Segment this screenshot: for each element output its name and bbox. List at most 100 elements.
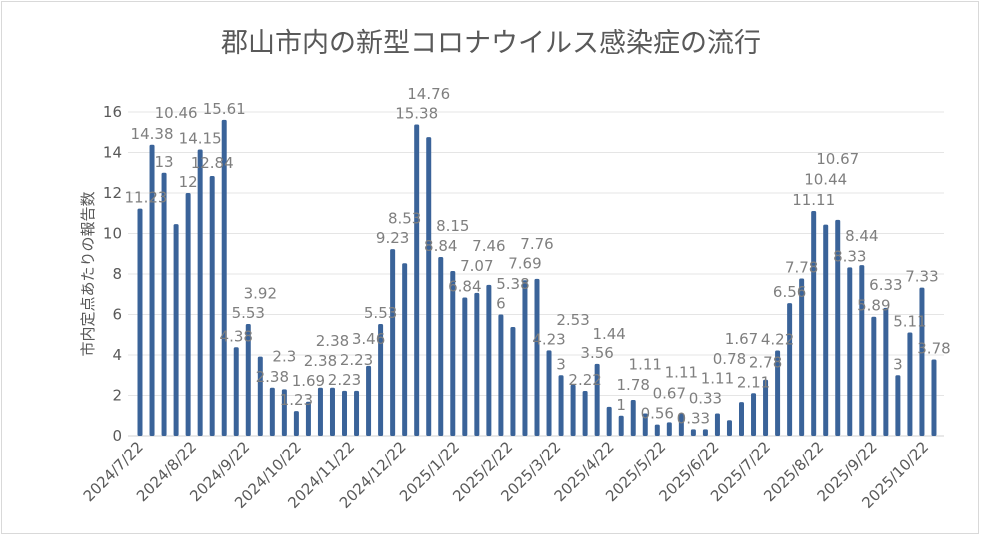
- data-label: 3.46: [352, 330, 385, 348]
- data-label: 6: [496, 295, 506, 313]
- bar: [907, 332, 913, 436]
- bar: [546, 350, 552, 436]
- bar: [281, 389, 287, 436]
- data-label: 2.78: [749, 354, 782, 372]
- bar: [871, 316, 877, 436]
- bar: [522, 280, 528, 436]
- data-label: 5.11: [893, 313, 926, 331]
- bar: [161, 172, 167, 436]
- y-tick-label: 2: [112, 387, 122, 405]
- bar: [342, 390, 348, 436]
- data-label: 2.3: [272, 347, 296, 365]
- data-label: 7.46: [472, 237, 505, 255]
- bar: [558, 375, 564, 436]
- data-label: 10.44: [804, 171, 847, 189]
- data-label: 4.38: [220, 327, 253, 345]
- data-label: 7.76: [520, 235, 553, 253]
- data-label: 1: [616, 396, 626, 414]
- data-label: 13: [155, 153, 174, 171]
- data-label: 8.53: [388, 209, 421, 227]
- data-label: 5.38: [496, 275, 529, 293]
- bar: [486, 284, 492, 436]
- data-label: 0.33: [677, 409, 710, 427]
- bar: [329, 387, 335, 436]
- bar: [245, 324, 251, 436]
- bar: [137, 208, 143, 436]
- bar: [149, 144, 155, 436]
- bar: [233, 347, 239, 436]
- bar: [739, 402, 744, 436]
- data-label: 2.23: [328, 371, 361, 389]
- y-tick-label: 8: [112, 265, 122, 283]
- bar: [678, 413, 684, 436]
- data-label: 3.92: [244, 285, 277, 303]
- data-label: 8.33: [833, 247, 866, 265]
- bar: [690, 429, 696, 436]
- data-label: 1.78: [617, 376, 650, 394]
- data-label: 0.78: [713, 350, 746, 368]
- bar: [763, 379, 769, 436]
- bar: [185, 193, 191, 436]
- data-label: 6.33: [869, 276, 902, 294]
- y-tick-label: 6: [112, 306, 122, 324]
- bar: [414, 124, 420, 437]
- data-label: 4.23: [532, 330, 565, 348]
- data-label: 3.78: [917, 339, 950, 357]
- bar: [221, 119, 227, 437]
- bar: [450, 270, 456, 436]
- bar: [426, 137, 432, 437]
- bar: [775, 350, 781, 436]
- bar: [835, 219, 841, 436]
- data-label: 5.89: [857, 297, 890, 315]
- bar: [354, 390, 360, 436]
- data-label: 2.22: [568, 371, 601, 389]
- data-label: 2.38: [304, 352, 337, 370]
- data-label: 2.38: [316, 332, 349, 350]
- data-label: 9.23: [376, 229, 409, 247]
- data-label: 0.33: [689, 389, 722, 407]
- bar: [895, 375, 901, 436]
- y-tick-label: 4: [112, 346, 122, 364]
- bar: [630, 399, 636, 436]
- data-label: 6.56: [773, 283, 806, 301]
- bar: [823, 224, 829, 436]
- data-label: 10.67: [816, 150, 859, 168]
- y-tick-label: 10: [103, 225, 122, 243]
- data-label: 14.76: [407, 85, 450, 103]
- bar: [811, 211, 817, 436]
- bar: [714, 413, 720, 436]
- data-label: 0.67: [653, 384, 686, 402]
- y-tick-label: 14: [103, 144, 122, 162]
- data-label: 5.53: [364, 304, 397, 322]
- bar: [498, 314, 504, 436]
- data-label: 6.84: [448, 277, 481, 295]
- bar: [931, 359, 937, 436]
- y-tick-label: 0: [112, 427, 122, 445]
- bar: [317, 387, 323, 436]
- data-label: 14.15: [179, 129, 222, 147]
- data-label: 2.23: [340, 351, 373, 369]
- data-label: 1.11: [701, 370, 734, 388]
- data-label: 12.84: [191, 154, 234, 172]
- data-label: 11.11: [792, 191, 835, 209]
- data-label: 15.38: [395, 105, 438, 123]
- bar: [197, 149, 203, 436]
- bar: [883, 307, 889, 436]
- bar: [847, 267, 853, 436]
- data-label: 1.11: [629, 356, 662, 374]
- data-label: 3: [893, 355, 903, 373]
- bar: [438, 256, 444, 436]
- y-tick-label: 12: [103, 184, 122, 202]
- data-label: 1.67: [725, 330, 758, 348]
- data-label: 11.23: [125, 189, 168, 207]
- y-axis-label: 市内定点あたりの報告数: [79, 191, 97, 356]
- bar: [582, 391, 588, 436]
- bar: [666, 422, 672, 436]
- data-label: 2.53: [556, 311, 589, 329]
- bar: [257, 356, 263, 436]
- data-label: 10.46: [155, 104, 198, 122]
- data-label: 1.44: [592, 325, 625, 343]
- data-label: 7.69: [508, 254, 541, 272]
- data-label: 7.07: [460, 257, 493, 275]
